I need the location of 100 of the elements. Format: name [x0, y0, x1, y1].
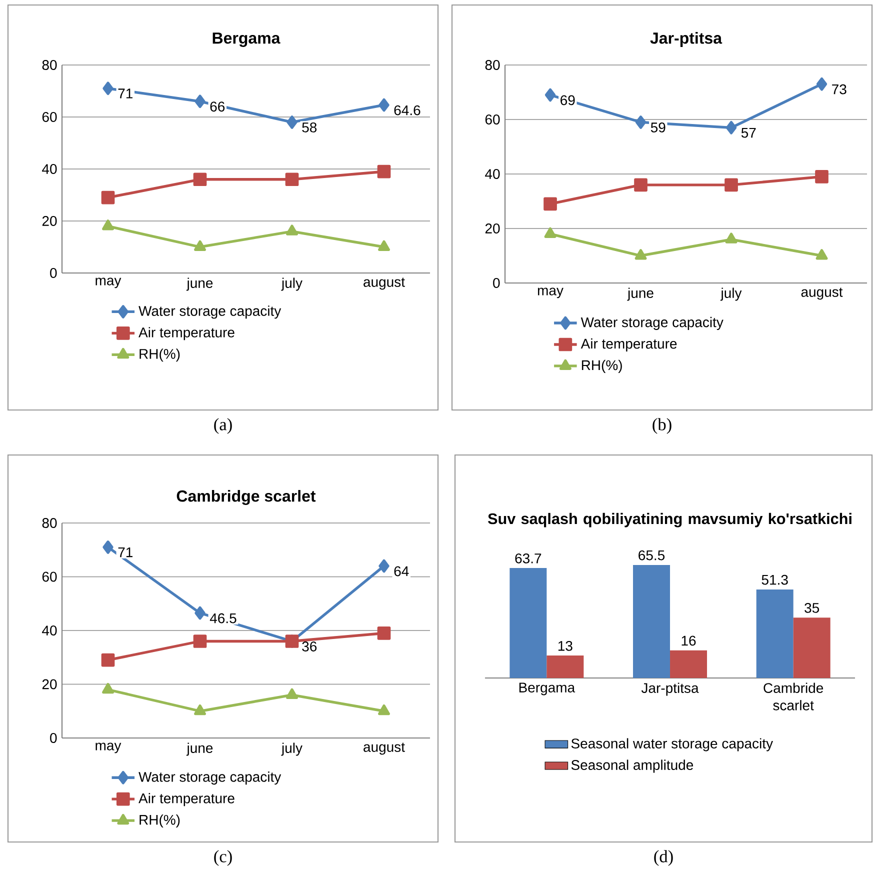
- x-tick-label: may: [96, 742, 122, 754]
- y-tick-label: 0: [493, 278, 500, 288]
- y-tick-label: 0: [50, 268, 57, 278]
- legend-label: Seasonal amplitude: [571, 760, 694, 773]
- bar: [633, 564, 670, 678]
- data-label: 64: [394, 566, 409, 576]
- x-tick-label: june: [186, 742, 213, 756]
- data-label: 58: [302, 122, 317, 132]
- point: [724, 178, 738, 192]
- y-tick-label: 80: [485, 60, 500, 70]
- data-label: 71: [118, 88, 132, 98]
- data-label: 66: [210, 102, 225, 112]
- data-label: 71: [118, 547, 132, 558]
- data-label: 63.7: [515, 553, 542, 564]
- point: [102, 82, 114, 96]
- point: [378, 704, 390, 716]
- legend-label: RH(%): [582, 360, 622, 373]
- point: [286, 688, 298, 700]
- legend-label: RH(%): [140, 814, 180, 828]
- point: [726, 121, 737, 134]
- data-label: 16: [682, 636, 696, 646]
- point: [194, 606, 206, 620]
- point: [194, 704, 206, 716]
- point: [286, 224, 298, 236]
- point: [544, 227, 556, 238]
- data-label: 51.3: [762, 574, 788, 585]
- text: (d): [654, 850, 673, 866]
- point: [102, 682, 114, 694]
- point: [816, 249, 828, 260]
- x-tick-label: Cambride scarlet: [764, 682, 824, 710]
- y-tick-label: 20: [485, 224, 500, 234]
- point: [634, 178, 648, 192]
- x-tick-label: june: [186, 278, 213, 291]
- chart-title: Suv saqlash qobiliyatining mavsumiy ko'rsatkichi: [488, 512, 852, 528]
- x-tick-label: august: [801, 288, 843, 300]
- point: [102, 540, 114, 554]
- x-tick-label: may: [538, 288, 564, 298]
- data-label: 35: [804, 602, 820, 613]
- point: [544, 197, 557, 211]
- y-tick-label: 60: [42, 572, 57, 582]
- bar: [510, 568, 547, 678]
- point: [194, 240, 206, 251]
- text: (c): [214, 850, 232, 866]
- chart-title: Cambridge scarlet: [176, 490, 316, 505]
- legend-label: Water storage capacity: [580, 316, 724, 330]
- x-tick-label: may: [96, 278, 122, 288]
- bar: [793, 618, 830, 678]
- x-tick-label: Jar-ptitsa: [641, 682, 699, 696]
- point: [635, 116, 646, 129]
- x-tick-label: Bergama: [519, 682, 576, 696]
- point: [815, 170, 828, 184]
- y-tick-label: 0: [50, 733, 57, 743]
- y-tick-label: 20: [42, 679, 57, 690]
- y-tick-label: 40: [42, 626, 57, 636]
- point: [377, 626, 391, 640]
- data-label: 65.5: [638, 550, 665, 560]
- y-tick-label: 80: [42, 518, 57, 528]
- y-tick-label: 40: [485, 169, 500, 179]
- data-label: 36: [302, 642, 317, 652]
- y-tick-label: 20: [42, 216, 57, 226]
- point: [102, 220, 114, 230]
- text: (a): [214, 418, 232, 434]
- x-tick-label: july: [281, 742, 302, 756]
- y-tick-label: 60: [42, 112, 57, 122]
- point: [816, 77, 828, 91]
- x-tick-label: august: [364, 742, 405, 755]
- data-label: 59: [650, 122, 666, 132]
- point: [377, 164, 391, 178]
- legend-label: Water storage capacity: [138, 306, 282, 319]
- bar: [756, 589, 794, 678]
- chart-title: Bergama: [212, 32, 280, 47]
- x-tick-label: july: [720, 288, 742, 301]
- data-label: 69: [560, 95, 575, 106]
- legend-label: Air temperature: [138, 327, 234, 340]
- data-label: 57: [741, 128, 756, 138]
- y-tick-label: 80: [42, 60, 57, 70]
- legend-label: Seasonal water storage capacity: [571, 738, 773, 752]
- point: [101, 653, 115, 667]
- point: [378, 559, 390, 573]
- point: [285, 172, 299, 186]
- y-tick-label: 40: [42, 164, 57, 174]
- x-tick-label: july: [281, 278, 302, 291]
- bar: [670, 650, 708, 678]
- data-label: 64.6: [394, 105, 420, 116]
- bar: [546, 656, 584, 678]
- point: [378, 240, 390, 251]
- point: [101, 190, 115, 204]
- legend-label: Air temperature: [138, 793, 234, 806]
- point: [725, 232, 738, 244]
- text: (b): [652, 418, 672, 434]
- point: [193, 172, 207, 186]
- legend-label: RH(%): [140, 348, 180, 362]
- point: [544, 88, 556, 102]
- point: [378, 98, 390, 112]
- x-tick-label: august: [364, 278, 405, 290]
- data-label: 13: [558, 640, 572, 651]
- x-tick-label: june: [627, 288, 654, 301]
- legend-label: Water storage capacity: [138, 772, 282, 785]
- y-tick-label: 60: [485, 114, 500, 124]
- data-label: 46.5: [210, 613, 236, 624]
